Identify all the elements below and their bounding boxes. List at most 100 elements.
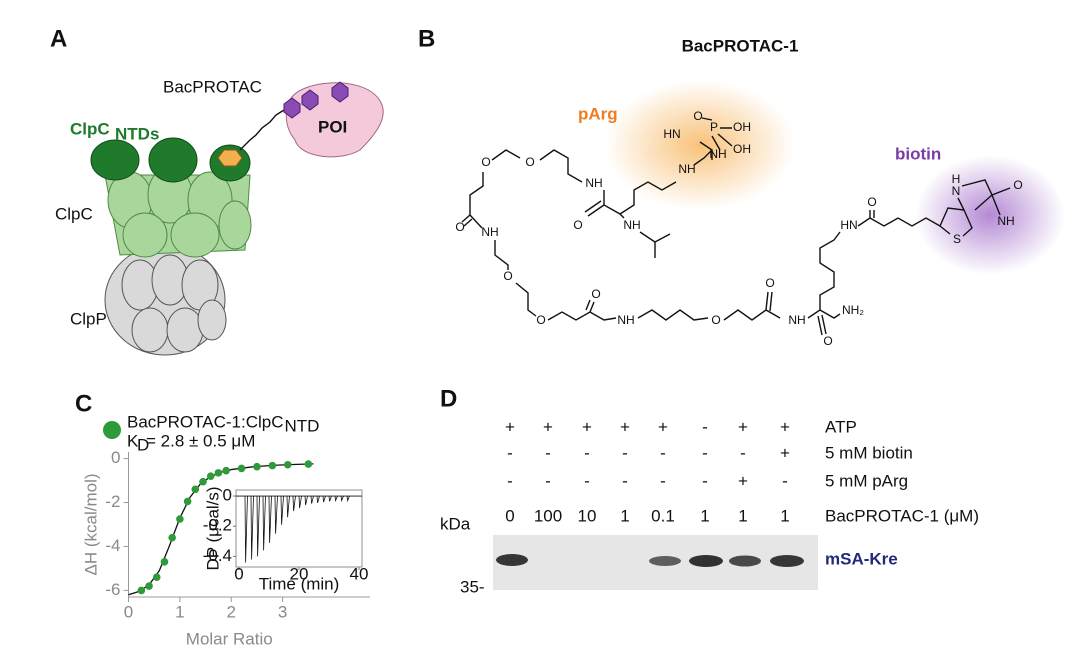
annotation-text: = 2.8 ± 0.5 μM: [146, 431, 255, 450]
lane-cell: +: [738, 417, 748, 436]
atom: NH: [678, 162, 695, 176]
lane-cell: 1: [620, 506, 629, 525]
atom: H: [952, 172, 961, 186]
data-point: [168, 533, 176, 542]
atom: O: [765, 276, 774, 290]
inset-peak: [268, 496, 272, 543]
inset-peak: [280, 496, 284, 525]
data-point: [304, 460, 313, 468]
panel-label: D: [440, 385, 457, 412]
data-point: [237, 464, 246, 473]
atom: O: [693, 109, 702, 123]
band-label: mSA-Kre: [825, 549, 898, 568]
inset-peak: [310, 495, 314, 504]
row-label: 5 mM biotin: [825, 443, 913, 462]
bonds: [461, 117, 1011, 336]
lane-cell: +: [582, 417, 592, 436]
lane-cell: 1: [738, 506, 747, 525]
lane-cell: +: [780, 443, 790, 462]
lane-cell: -: [782, 471, 788, 490]
lane-cell: -: [702, 443, 708, 462]
atom: O: [711, 313, 720, 327]
inset-y-tick-label: -0.4: [203, 546, 232, 565]
inset-peak: [286, 496, 290, 518]
inset-peak: [334, 495, 338, 503]
linker: [239, 103, 293, 151]
lane-cell: 10: [578, 506, 597, 525]
inset-x-tick-label: 0: [234, 564, 243, 583]
clpc-ntds-label: ClpC: [70, 119, 110, 138]
data-point: [152, 573, 161, 582]
panel-label: A: [50, 25, 67, 52]
parg-label: pArg: [578, 104, 618, 123]
inset-y-title: DP (μcal/s): [203, 486, 222, 570]
inset-peak: [274, 496, 278, 534]
lane-cell: +: [505, 417, 515, 436]
y-tick-label: 0: [111, 448, 120, 467]
inset-y-tick-label: 0: [223, 486, 232, 505]
atom: O: [867, 195, 876, 209]
row-label: BacPROTAC-1 (μM): [825, 506, 979, 525]
lane-cell: -: [660, 443, 666, 462]
lane-cell: -: [702, 417, 708, 436]
clpp: [104, 244, 227, 356]
atom: HN: [663, 127, 680, 141]
inset-peak: [244, 496, 248, 563]
atom: NH: [709, 147, 726, 161]
atom: HN: [840, 218, 857, 232]
y-tick-label: -2: [105, 492, 120, 511]
clpc-ntds-subscript: NTDs: [115, 124, 159, 143]
lane-cell: 100: [534, 506, 562, 525]
x-tick-label: 0: [124, 602, 133, 621]
annotation-subscript: D: [137, 435, 149, 454]
poi-label: POI: [318, 117, 347, 136]
panel-label: B: [418, 25, 435, 52]
legend-label: BacPROTAC-1:ClpC: [127, 412, 284, 431]
data-point: [145, 582, 153, 590]
pArg-hexagon: [217, 149, 243, 167]
y-tick-label: -6: [105, 580, 120, 599]
kda-label: kDa: [440, 514, 471, 533]
lane-cell: -: [545, 471, 551, 490]
atom: O: [573, 218, 582, 232]
data-point: [253, 462, 261, 471]
inset-peak: [346, 495, 350, 503]
atom: OH: [733, 142, 751, 156]
parg-glow: [605, 80, 795, 210]
inset-y-tick-label: -0.2: [203, 516, 232, 535]
row-label: 5 mM pArg: [825, 471, 908, 490]
inset-peak: [316, 495, 320, 503]
data-point: [191, 485, 200, 494]
data-point: [199, 477, 207, 486]
clpp-label: ClpP: [70, 309, 107, 328]
annotation-symbol: K: [127, 431, 139, 450]
clpc: [104, 166, 252, 258]
atom: NH: [997, 214, 1014, 228]
lane-cell: +: [658, 417, 668, 436]
inset-x-tick-label: 40: [350, 564, 369, 583]
inset-peak: [328, 495, 332, 502]
data-point: [268, 461, 277, 470]
lane-cell: +: [543, 417, 553, 436]
atom: NH₂: [842, 303, 864, 317]
biotin-glow: [915, 155, 1065, 275]
lane-cell: -: [740, 443, 746, 462]
gel-bands: [496, 554, 804, 567]
data-point: [283, 460, 292, 469]
lane-cell: -: [702, 471, 708, 490]
atom: O: [525, 155, 534, 169]
x-tick-label: 3: [278, 602, 287, 621]
atom: O: [1013, 178, 1022, 192]
lane-cell: +: [780, 417, 790, 436]
atom: NH: [481, 225, 498, 239]
lane-cell: -: [622, 443, 628, 462]
x-tick-label: 1: [175, 602, 184, 621]
data-point: [160, 558, 169, 566]
atom: NH: [623, 218, 640, 232]
atom: O: [481, 155, 490, 169]
linker-label: BacPROTAC: [163, 77, 262, 96]
atom: O: [591, 287, 600, 301]
atom: NH: [617, 313, 634, 327]
